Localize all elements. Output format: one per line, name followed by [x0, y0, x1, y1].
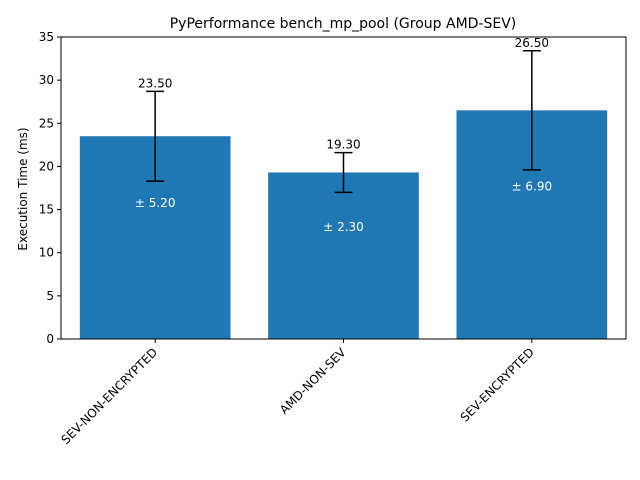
y-tick-label: 15 — [39, 203, 54, 217]
y-tick-label: 25 — [39, 116, 54, 130]
y-tick-label: 5 — [46, 289, 54, 303]
error-label: ± 2.30 — [323, 220, 364, 234]
y-tick-label: 0 — [46, 332, 54, 346]
y-tick-label: 20 — [39, 159, 54, 173]
y-axis-label: Execution Time (ms) — [16, 127, 30, 250]
error-label: ± 6.90 — [512, 179, 553, 193]
axes-frame — [60, 36, 627, 340]
value-label: 23.50 — [138, 76, 172, 90]
value-label: 26.50 — [515, 36, 549, 50]
bar — [268, 172, 419, 339]
y-tick-label: 35 — [39, 30, 54, 44]
y-tick-label: 10 — [39, 246, 54, 260]
y-tick-label: 30 — [39, 73, 54, 87]
value-label: 19.30 — [326, 138, 360, 152]
chart-title: PyPerformance bench_mp_pool (Group AMD-S… — [170, 16, 517, 32]
error-label: ± 5.20 — [135, 196, 176, 210]
